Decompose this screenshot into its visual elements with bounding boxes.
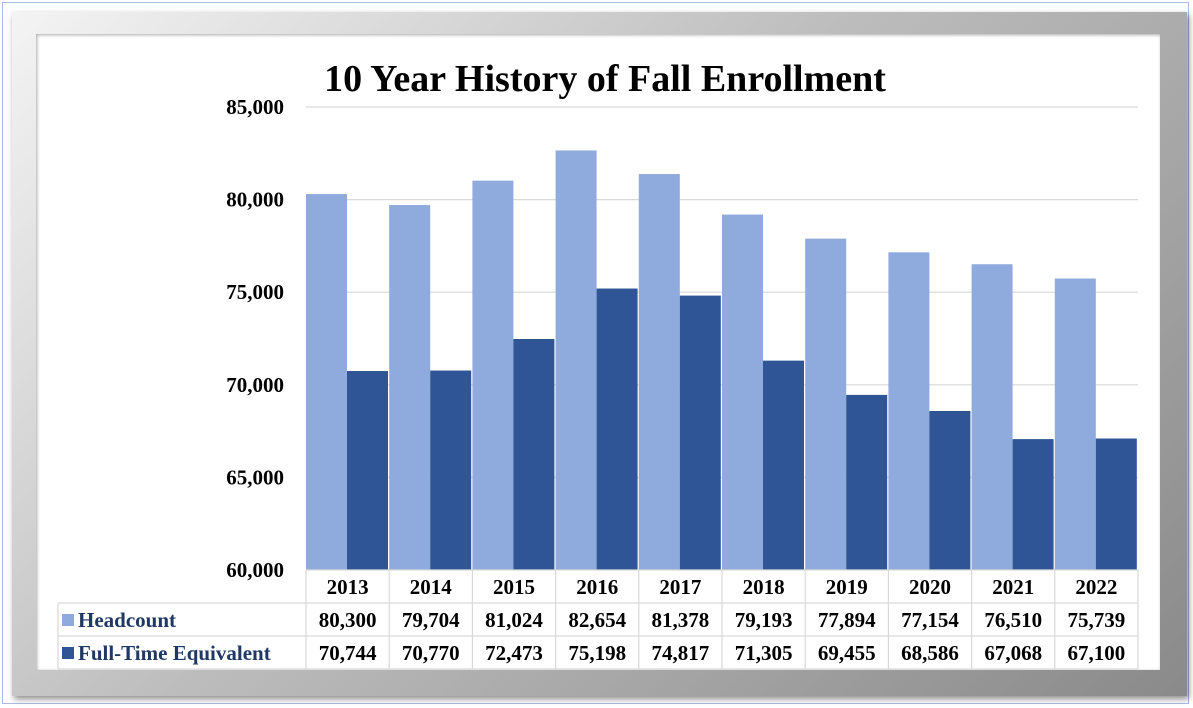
x-tick-label: 2014 (410, 575, 453, 599)
x-tick-label: 2016 (576, 575, 618, 599)
bar-fte (430, 370, 472, 570)
bars (306, 150, 1137, 571)
y-tick-label: 75,000 (226, 280, 284, 304)
bar-fte (679, 295, 721, 570)
data-label-fte: 70,744 (319, 641, 377, 665)
bar-fte (1012, 439, 1054, 570)
data-label-fte: 68,586 (901, 641, 959, 665)
legend-label-fte: Full-Time Equivalent (78, 641, 271, 665)
data-label-headcount: 79,704 (402, 608, 460, 632)
bar-fte (763, 360, 804, 570)
data-label-headcount: 76,510 (984, 608, 1042, 632)
bar-headcount (1054, 278, 1096, 570)
x-tick-label: 2017 (659, 575, 701, 599)
x-tick-label: 2013 (327, 575, 369, 599)
legend-swatch-headcount (62, 614, 74, 626)
data-label-fte: 69,455 (818, 641, 876, 665)
chart-title: 10 Year History of Fall Enrollment (324, 58, 886, 100)
legend-label-headcount: Headcount (78, 608, 176, 632)
bar-headcount (722, 214, 763, 570)
bar-fte (347, 371, 388, 570)
data-label-headcount: 80,300 (319, 608, 377, 632)
y-tick-label: 70,000 (226, 373, 284, 397)
data-label-headcount: 77,154 (901, 608, 959, 632)
x-tick-label: 2020 (909, 575, 951, 599)
data-label-headcount: 77,894 (818, 608, 876, 632)
data-label-fte: 70,770 (402, 641, 460, 665)
y-tick-label: 80,000 (226, 188, 284, 212)
bar-fte (513, 339, 555, 570)
bar-headcount (805, 238, 847, 570)
bar-fte (929, 410, 971, 570)
x-tick-label: 2022 (1075, 575, 1117, 599)
x-tick-label: 2018 (743, 575, 785, 599)
data-label-headcount: 81,378 (652, 608, 710, 632)
bar-headcount (389, 205, 431, 571)
bar-headcount (888, 252, 930, 570)
y-tick-label: 85,000 (226, 95, 284, 119)
bar-headcount (306, 194, 347, 570)
data-label-fte: 74,817 (652, 641, 710, 665)
bar-fte (596, 288, 638, 570)
y-tick-label: 60,000 (226, 558, 284, 582)
data-table: 2013 2014 2015 2016 2017 2018 2019 2020 2021 2022… (57, 569, 1139, 670)
bar-headcount (472, 180, 514, 571)
data-label-headcount: 75,739 (1068, 608, 1126, 632)
data-label-fte: 72,473 (485, 641, 543, 665)
y-axis-ticks: 60,000 65,000 70,000 75,000 80,000 85,000 (226, 95, 284, 582)
data-label-fte: 75,198 (568, 641, 626, 665)
legend-swatch-fte (62, 647, 74, 659)
bar-fte (846, 394, 888, 570)
data-label-fte: 71,305 (735, 641, 793, 665)
x-tick-label: 2015 (493, 575, 535, 599)
bar-headcount (971, 264, 1013, 570)
data-label-headcount: 82,654 (568, 608, 626, 632)
x-tick-label: 2019 (826, 575, 868, 599)
data-label-fte: 67,068 (984, 641, 1042, 665)
data-label-headcount: 79,193 (735, 608, 793, 632)
y-tick-label: 65,000 (226, 465, 284, 489)
bar-headcount (638, 174, 680, 570)
bar-fte (1095, 438, 1137, 570)
bar-headcount (555, 150, 597, 570)
x-tick-label: 2021 (992, 575, 1034, 599)
data-label-headcount: 81,024 (485, 608, 543, 632)
data-label-fte: 67,100 (1068, 641, 1126, 665)
